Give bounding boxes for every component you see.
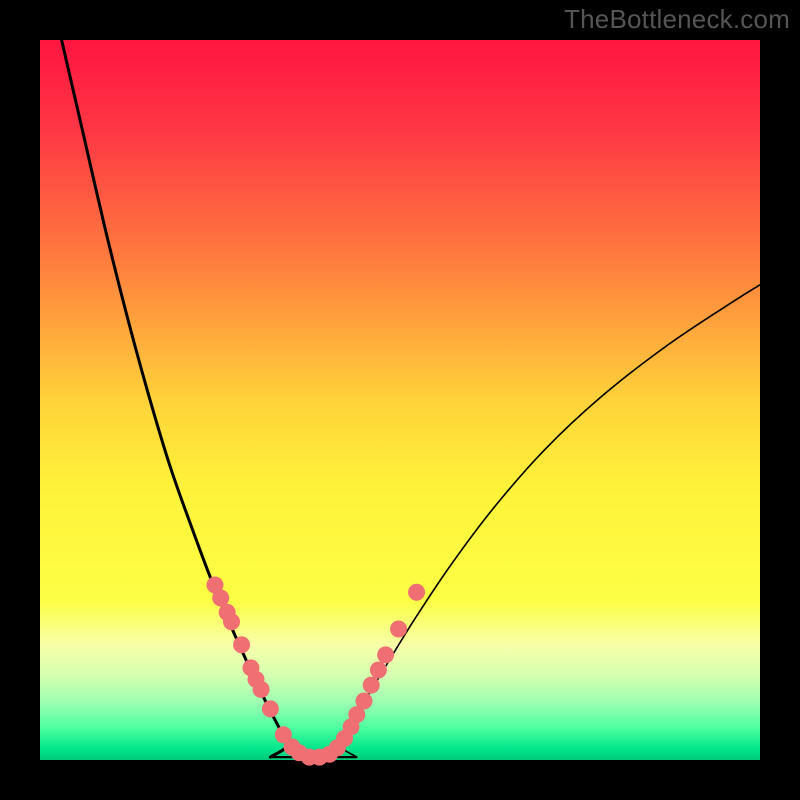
marker-dot: [262, 700, 279, 717]
marker-dot: [408, 584, 425, 601]
chart-root: TheBottleneck.com: [0, 0, 800, 800]
marker-dot: [377, 646, 394, 663]
marker-dot: [363, 677, 380, 694]
marker-dot: [233, 636, 250, 653]
marker-dot: [253, 681, 270, 698]
bottleneck-chart: [0, 0, 800, 800]
plot-gradient-background: [40, 40, 760, 760]
marker-dot: [223, 613, 240, 630]
marker-dot: [370, 662, 387, 679]
marker-dot: [390, 620, 407, 637]
watermark-text: TheBottleneck.com: [564, 4, 790, 35]
marker-dot: [356, 692, 373, 709]
